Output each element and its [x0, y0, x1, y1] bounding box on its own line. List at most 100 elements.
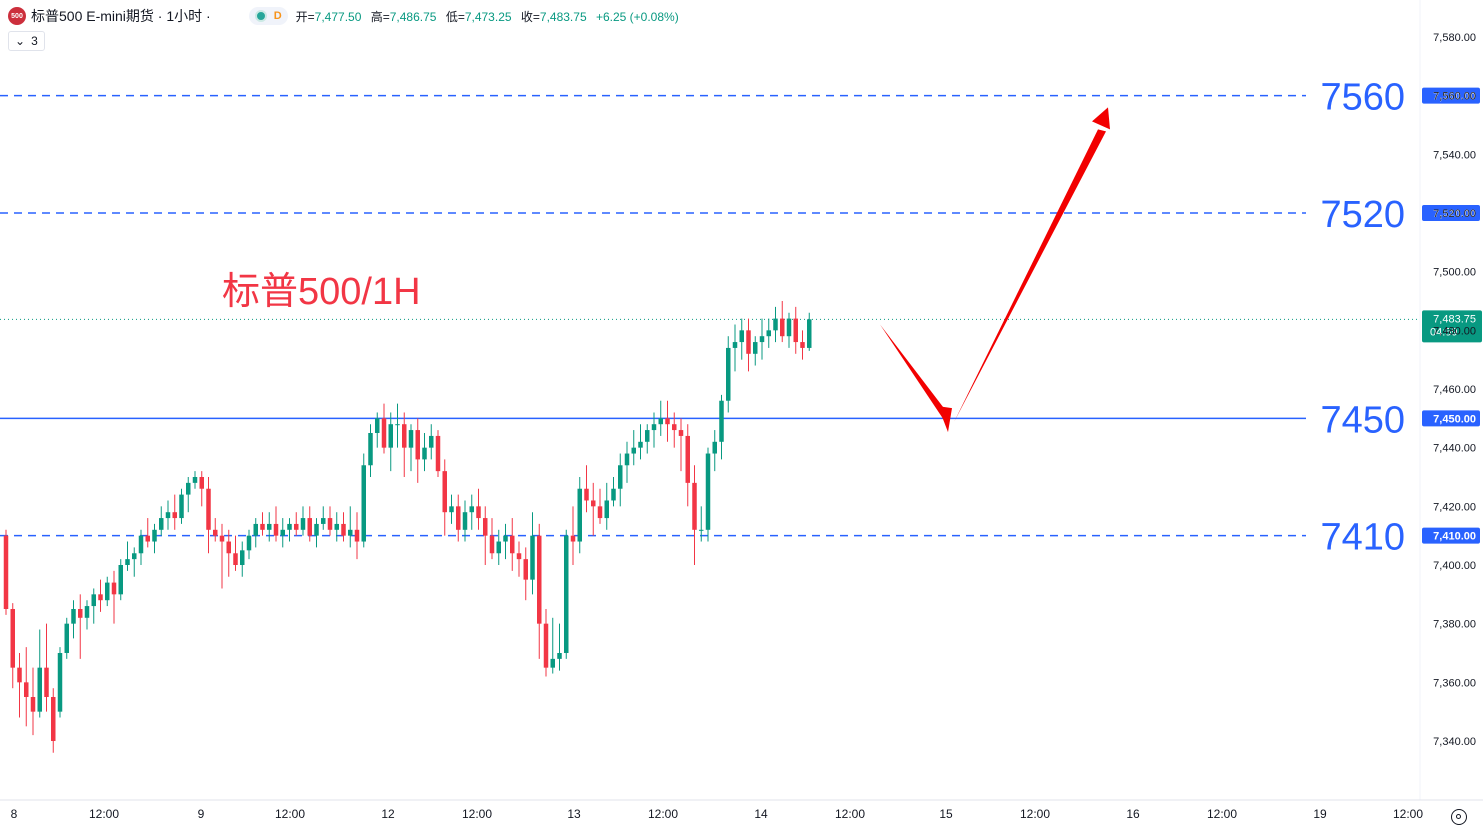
time-tick-label: 12:00 [462, 807, 492, 821]
market-open-dot-icon [254, 10, 267, 22]
candle-body [807, 319, 812, 348]
candle-body [597, 506, 603, 519]
candle-body [651, 424, 657, 431]
candle-body [719, 400, 724, 442]
low-label: 低= [445, 9, 465, 24]
price-tick-label: 7,500.00 [1433, 267, 1476, 279]
open-label: 开= [295, 9, 315, 24]
candle-body [219, 535, 225, 542]
candle-body [476, 506, 481, 519]
projection-arrows [880, 107, 1110, 433]
candle-body [402, 424, 407, 448]
price-tick-label: 7,360.00 [1433, 677, 1476, 689]
time-tick-label: 19 [1313, 807, 1327, 821]
candle-body [267, 523, 272, 530]
time-tick-label: 12:00 [1020, 807, 1050, 821]
candle-body [773, 318, 778, 331]
candle-body [280, 529, 285, 536]
candle-body [591, 500, 596, 507]
market-status-pill[interactable]: D [248, 7, 288, 25]
price-tick-label: 7,520.00 [1433, 208, 1476, 220]
candle-body [557, 653, 562, 659]
time-tick-label: 12 [381, 807, 395, 821]
candle-body [132, 553, 137, 560]
price-axis[interactable]: 7,340.00 7,360.00 7,380.00 7,400.00 7,420.00… [1419, 0, 1476, 800]
indicator-toggle[interactable]: ⌄ 3 [8, 31, 45, 51]
candle-body [516, 553, 522, 560]
candle-body [523, 559, 528, 580]
symbol-title[interactable]: 标普500 E-mini期货 · 1小时 · [31, 8, 211, 24]
candle-body [307, 518, 312, 536]
candle-body [543, 623, 549, 668]
candle-body [57, 653, 63, 712]
candle-body [361, 465, 366, 542]
candle-body [159, 518, 164, 530]
candle-body [388, 424, 393, 448]
candle-body [550, 658, 555, 668]
candle-body [260, 523, 265, 530]
projection-up-leg [954, 129, 1106, 423]
candle-body [91, 594, 96, 607]
candle-body [780, 318, 785, 337]
time-tick-label: 9 [198, 807, 205, 821]
price-tick-label: 7,420.00 [1433, 501, 1476, 513]
candle-body [3, 535, 9, 609]
level-label-7410: 7410 [1320, 517, 1405, 559]
level-axis-tag-7450 [1422, 410, 1480, 427]
candle-body [631, 447, 636, 454]
candle-body [273, 523, 279, 536]
candle-body [577, 488, 582, 542]
indicator-count: 3 [31, 34, 38, 48]
candle-body [786, 318, 792, 337]
candle-body [584, 488, 589, 501]
level-label-7560: 7560 [1320, 77, 1405, 119]
last-price-tag-value: 7,483.75 [1433, 313, 1476, 325]
open-value: 7,477.50 [314, 9, 362, 24]
candle-body [422, 447, 427, 460]
time-axis[interactable]: 8 12:00 9 12:00 12 12:00 13 12:00 14 12:00 15 12:00… [0, 799, 1483, 821]
delayed-data-badge: D [273, 10, 282, 22]
candle-body [510, 535, 515, 554]
gear-icon[interactable] [1451, 809, 1467, 825]
candle-body [226, 541, 231, 554]
price-levels: 7560 7,560.00 7520 7,520.00 7450 7,450.00 7410… [0, 77, 1482, 559]
candle-body [287, 523, 292, 530]
candle-body [442, 471, 447, 513]
candle-body [678, 430, 684, 436]
candle-body [665, 418, 670, 425]
price-tick-label: 7,400.00 [1433, 560, 1476, 572]
candle-body [800, 342, 805, 348]
candle-body [98, 594, 103, 601]
candle-body [638, 441, 643, 448]
candle-body [240, 550, 245, 565]
candle-body [327, 518, 333, 530]
level-axis-tag-text-7410: 7,410.00 [1433, 531, 1476, 543]
candle-body [624, 453, 630, 466]
candle-body [429, 435, 434, 448]
candle-body [449, 506, 454, 513]
candle-body [253, 523, 258, 536]
candle-body [300, 518, 306, 530]
candle-body [462, 512, 468, 530]
level-axis-tag-text-7560: 7,560.00 [1433, 91, 1476, 103]
candle-body [206, 488, 211, 530]
candle-body [415, 430, 420, 460]
candle-body [213, 529, 218, 536]
time-tick-label: 8 [11, 807, 18, 821]
candle-body [699, 529, 704, 531]
close-label: 收= [520, 9, 540, 24]
change-value: +6.25 (+0.08%) [595, 9, 679, 24]
candle-body [30, 697, 36, 712]
ohlc-values: 开=7,477.50 高=7,486.75 低=7,473.25 收=7,483… [296, 8, 679, 25]
candle-body [381, 418, 387, 448]
projection-down-leg [880, 324, 950, 421]
price-tick-label: 7,460.00 [1433, 384, 1476, 396]
candle-body [489, 535, 495, 554]
low-value: 7,473.25 [464, 9, 512, 24]
candle-body [618, 465, 623, 489]
candle-body [84, 606, 90, 618]
candle-body [321, 518, 326, 524]
candle-body [354, 529, 360, 542]
price-tick-label: 7,540.00 [1433, 149, 1476, 161]
